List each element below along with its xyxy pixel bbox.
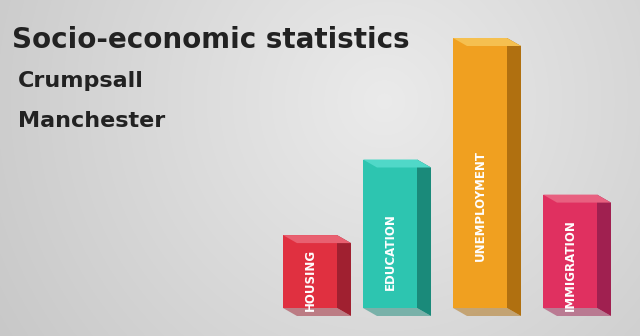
Polygon shape — [597, 195, 611, 316]
Polygon shape — [363, 160, 417, 308]
Polygon shape — [363, 308, 431, 316]
Polygon shape — [543, 308, 611, 316]
Text: Manchester: Manchester — [18, 111, 165, 131]
Text: UNEMPLOYMENT: UNEMPLOYMENT — [474, 150, 486, 261]
Polygon shape — [283, 308, 351, 316]
Polygon shape — [507, 38, 521, 316]
Polygon shape — [543, 195, 611, 203]
Text: Crumpsall: Crumpsall — [18, 71, 144, 91]
Polygon shape — [453, 38, 521, 46]
Polygon shape — [543, 195, 597, 308]
Polygon shape — [337, 235, 351, 316]
Polygon shape — [417, 160, 431, 316]
Text: EDUCATION: EDUCATION — [383, 213, 397, 290]
Text: IMMIGRATION: IMMIGRATION — [563, 219, 577, 311]
Polygon shape — [283, 235, 351, 243]
Polygon shape — [283, 235, 337, 308]
Polygon shape — [453, 38, 507, 308]
Text: HOUSING: HOUSING — [303, 249, 317, 311]
Text: Socio-economic statistics: Socio-economic statistics — [12, 26, 410, 54]
Polygon shape — [363, 160, 431, 168]
Polygon shape — [453, 308, 521, 316]
